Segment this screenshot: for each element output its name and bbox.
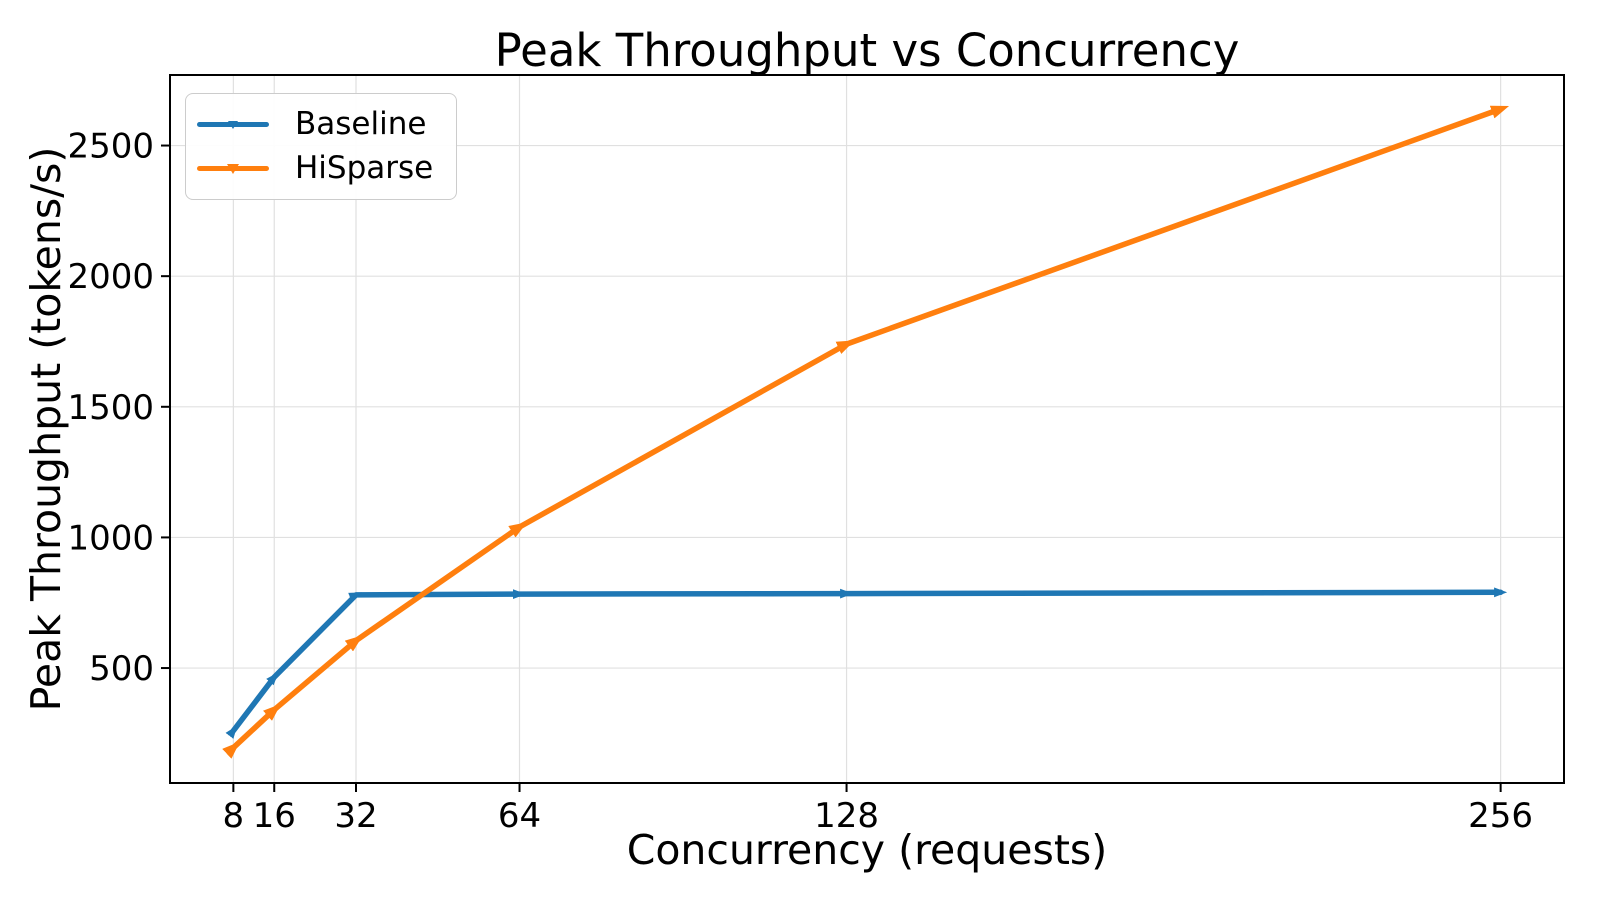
baseline-swatch xyxy=(197,117,269,133)
x-tick-label: 256 xyxy=(1468,796,1533,836)
x-tick-label: 64 xyxy=(498,796,541,836)
legend-label-baseline: Baseline xyxy=(295,106,427,142)
x-tick-label: 16 xyxy=(253,796,296,836)
legend-item-baseline: Baseline xyxy=(197,109,456,140)
x-tick-label: 128 xyxy=(814,796,879,836)
x-tick-label: 32 xyxy=(334,796,377,836)
y-tick-label: 500 xyxy=(89,649,154,689)
y-tick-label: 2500 xyxy=(67,127,154,167)
x-tick-label: 8 xyxy=(223,796,245,836)
plot-border xyxy=(169,74,1565,784)
chart-title: Peak Throughput vs Concurrency xyxy=(494,24,1240,77)
series-line-hisparse xyxy=(222,105,1510,759)
y-tick-label: 2000 xyxy=(67,257,154,297)
baseline-marker-icon xyxy=(228,120,238,129)
hisparse-swatch xyxy=(197,161,269,177)
hisparse-marker-icon xyxy=(227,163,239,174)
legend: Baseline HiSparse xyxy=(185,93,457,200)
y-tick-label: 1500 xyxy=(67,388,154,428)
series-line-baseline xyxy=(225,587,1508,739)
legend-label-hisparse: HiSparse xyxy=(295,150,434,186)
legend-item-hisparse: HiSparse xyxy=(197,153,456,184)
x-axis-label: Concurrency (requests) xyxy=(626,826,1108,874)
y-tick-label: 1000 xyxy=(67,518,154,558)
